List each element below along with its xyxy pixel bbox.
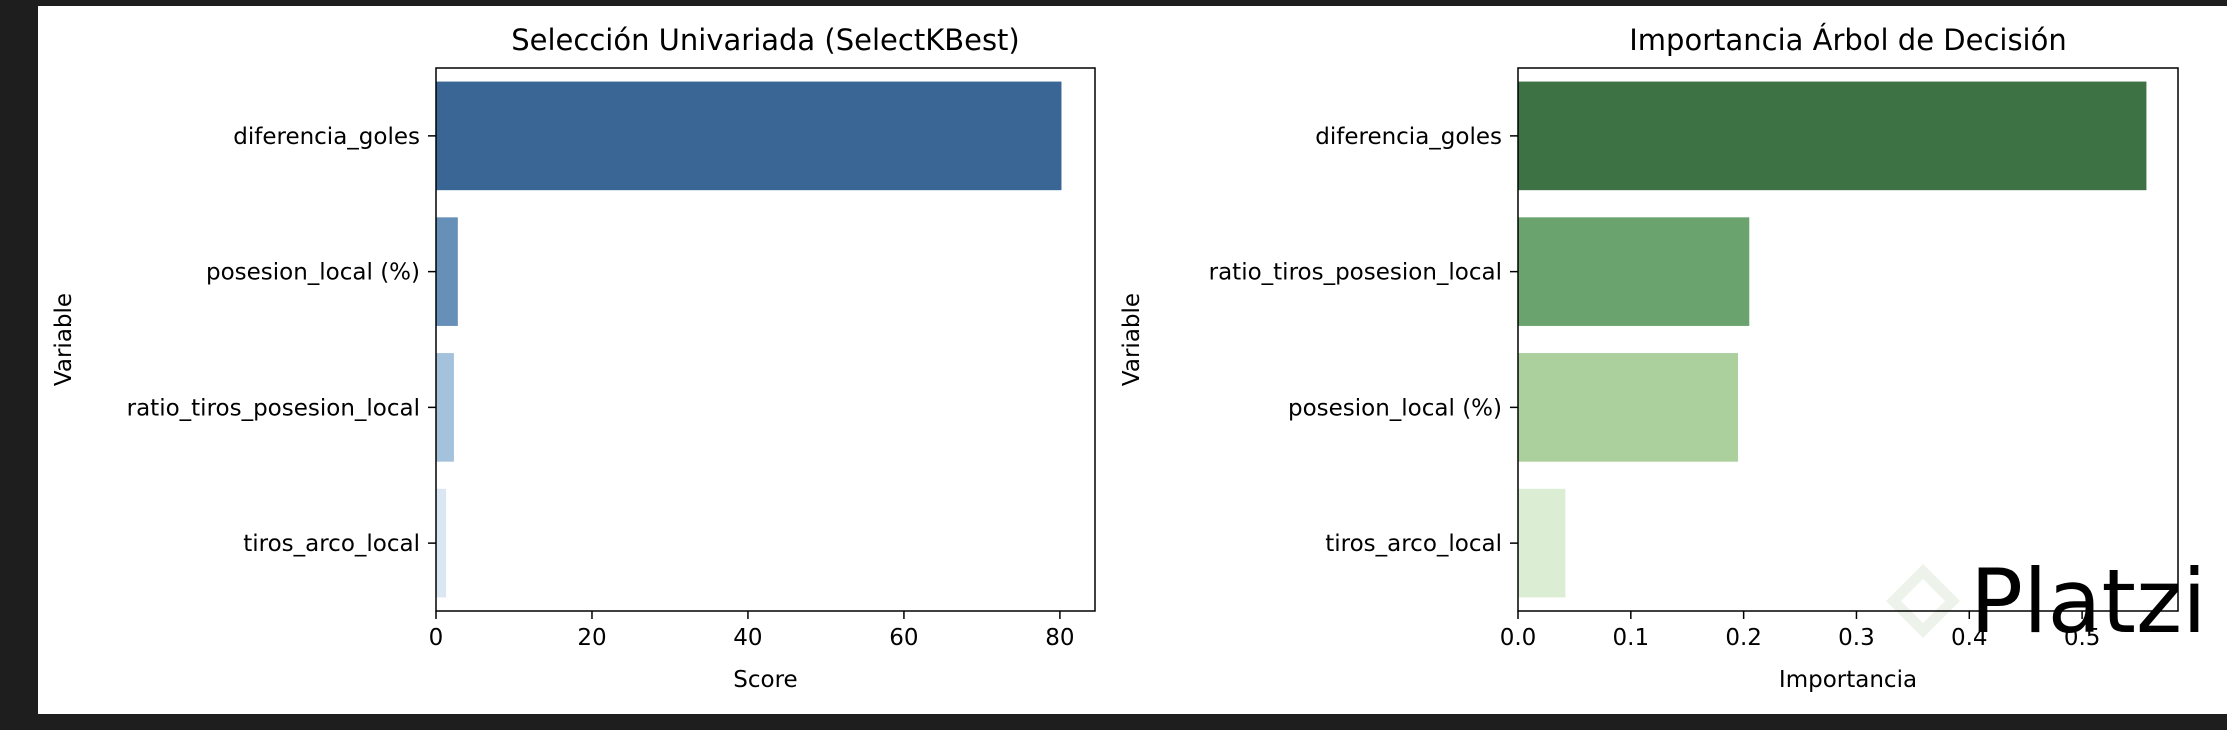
x-tick-label: 20 — [577, 625, 606, 651]
watermark-text: Platzi — [1970, 550, 2207, 653]
y-axis-label: Variable — [1119, 293, 1145, 386]
y-tick-label: ratio_tiros_posesion_local — [127, 395, 420, 421]
x-tick-label: 0 — [429, 625, 444, 651]
y-axis-label: Variable — [51, 293, 77, 386]
bar-tiros_arco_local — [1518, 488, 1566, 598]
x-tick-label: 40 — [733, 625, 762, 651]
watermark: Platzi — [1886, 550, 2207, 653]
x-tick-label: 80 — [1045, 625, 1074, 651]
bar-posesion_local (%) — [1518, 353, 1738, 462]
figure-svg: Platzi diferencia_goles posesion_local (%… — [51, 23, 2207, 693]
x-tick-label: 0.0 — [1500, 625, 1537, 651]
bar-posesion_local (%) — [436, 217, 458, 326]
x-tick-label: 0.3 — [1838, 625, 1875, 651]
y-tick-label: posesion_local (%) — [1288, 395, 1502, 421]
bar-diferencia_goles — [1518, 81, 2147, 191]
plot-frame — [435, 67, 1096, 612]
chart-title: Selección Univariada (SelectKBest) — [511, 23, 1020, 57]
y-tick-label: tiros_arco_local — [1325, 531, 1502, 557]
bar-diferencia_goles — [436, 81, 1062, 191]
chart-title: Importancia Árbol de Decisión — [1629, 23, 2067, 57]
x-axis-label: Importancia — [1779, 667, 1917, 693]
x-tick-label: 60 — [889, 625, 918, 651]
bar-tiros_arco_local — [436, 488, 447, 598]
plot-frame — [1517, 67, 2179, 612]
y-tick-label: diferencia_goles — [1315, 124, 1502, 150]
bar-ratio_tiros_posesion_local — [436, 353, 454, 462]
platzi-logo-icon — [1886, 564, 1960, 638]
x-axis-label: Score — [733, 667, 797, 693]
chart-2: diferencia_goles ratio_tiros_posesion_loc… — [1119, 23, 2179, 693]
x-tick-label: 0.1 — [1613, 625, 1650, 651]
chart-1: diferencia_goles posesion_local (%) ratio_… — [51, 23, 1096, 693]
x-tick-label: 0.4 — [1951, 625, 1988, 651]
x-tick-label: 0.5 — [2064, 625, 2101, 651]
y-tick-label: ratio_tiros_posesion_local — [1209, 260, 1502, 286]
figure-canvas: Platzi diferencia_goles posesion_local (%… — [38, 6, 2227, 714]
y-tick-label: diferencia_goles — [233, 124, 420, 150]
x-tick-label: 0.2 — [1725, 625, 1762, 651]
bar-ratio_tiros_posesion_local — [1518, 217, 1750, 326]
y-tick-label: posesion_local (%) — [206, 260, 420, 286]
y-tick-label: tiros_arco_local — [243, 531, 420, 557]
